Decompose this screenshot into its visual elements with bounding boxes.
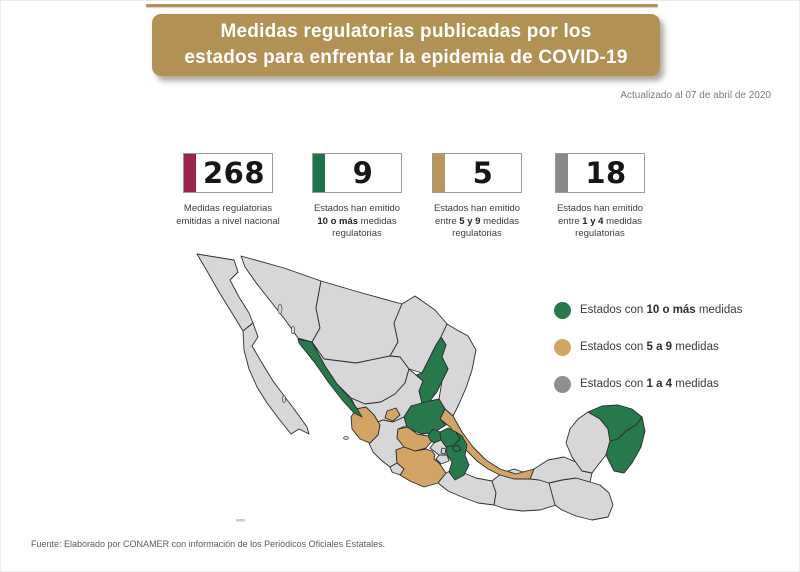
caption-bold-text: 5 a 9 (646, 341, 673, 353)
stat-caption: Estados han emitido 10 o más medidas regul… (272, 203, 442, 241)
stat-caption-line: Estados han emitido (392, 203, 562, 216)
state-morelos (435, 454, 450, 465)
stat-caption-line: emitidas a nivel nacional (143, 216, 313, 229)
legend-label: Estados con 10 o más medidas (580, 304, 742, 316)
caption-text: entre (435, 215, 460, 227)
legend-label: Estados con 1 a 4 medidas (580, 378, 719, 390)
state-guerrero (437, 468, 497, 506)
stat-caption: Estados han emitido entre 1 y 4 medidas re… (515, 203, 685, 241)
caption-text: entre (558, 215, 583, 227)
caption-bold-text: 10 o más (646, 304, 696, 316)
source-note: Fuente: Elaborado por CONAMER con inform… (31, 539, 386, 549)
state-chihuahua (311, 280, 403, 364)
state-quintana-roo (605, 416, 646, 474)
stat-value: 268 (202, 156, 266, 190)
caption-bold-text: 1 a 4 (646, 378, 673, 390)
state-sonora (240, 255, 322, 343)
state-colima (389, 462, 405, 476)
islet-dash (236, 519, 245, 522)
caption-text: regulatorias (452, 228, 502, 239)
stat-value: 9 (352, 156, 374, 190)
stat-caption: Estados han emitido entre 5 y 9 medidas re… (392, 203, 562, 241)
state-sinaloa (297, 338, 363, 418)
state-puebla (445, 431, 470, 481)
caption-bold-text: 1 y 4 (582, 215, 604, 227)
caption-text: medidas (603, 215, 642, 227)
stat-color-bar (556, 154, 568, 192)
stats-row: 268 Medidas regulatorias emitidas a nivel … (1, 153, 799, 248)
caption-text: Estados han emitido (313, 203, 401, 214)
caption-bold-text: 10 o más (317, 215, 359, 227)
legend-item-3: Estados con 1 a 4 medidas (554, 375, 719, 393)
stat-caption-line: Estados han emitido (515, 203, 685, 216)
caption-text: medidas (358, 215, 397, 227)
stat-item-18: 18 Estados han emitido entre 1 y 4 medidas… (515, 153, 685, 241)
stat-caption-line: 10 o más medidas (272, 216, 442, 229)
stat-caption-line: Estados han emitido (272, 203, 442, 216)
caption-text: medidas (480, 215, 519, 227)
caption-bold-text: 5 y 9 (459, 215, 481, 227)
title-banner: Medidas regulatorias publicadas por los … (152, 14, 660, 76)
mexico-map-svg (196, 253, 646, 522)
legend-item-2: Estados con 5 a 9 medidas (554, 338, 719, 356)
legend-label: Estados con 5 a 9 medidas (580, 341, 719, 353)
caption-text: regulatorias (332, 228, 382, 239)
stat-caption-line: regulatorias (272, 228, 442, 241)
caption-text: medidas (695, 304, 743, 316)
state-ciudad-de-méxico (440, 447, 447, 455)
caption-text: emitidas a nivel nacional (176, 215, 280, 227)
stat-caption-line: regulatorias (392, 228, 562, 241)
caption-text: Estados han emitido (556, 203, 644, 214)
stat-caption-line: Medidas regulatorias (143, 203, 313, 216)
stat-item-5: 5 Estados han emitido entre 5 y 9 medidas r… (392, 153, 562, 241)
stat-value: 18 (585, 156, 627, 190)
stat-caption-line: regulatorias (515, 228, 685, 241)
stat-caption-line: entre 1 y 4 medidas (515, 216, 685, 229)
small-island (291, 325, 295, 335)
legend-item-1: Estados con 10 o más medidas (554, 301, 742, 319)
state-baja-california (196, 253, 254, 332)
state-aguascalientes (384, 407, 401, 422)
state-baja-california-sur (242, 322, 310, 435)
stat-value: 5 (472, 156, 494, 190)
caption-text: medidas (672, 378, 719, 390)
small-island (277, 303, 283, 315)
caption-text: regulatorias (575, 228, 625, 239)
stat-value-box: 268 (183, 153, 273, 193)
caption-text: Estados con (580, 378, 647, 390)
page-title-line1: Medidas regulatorias publicadas por los (220, 21, 592, 42)
page-title-line2: estados para enfrentar la epidemia de CO… (184, 47, 628, 68)
legend-color-dot (554, 375, 571, 393)
stat-item-9: 9 Estados han emitido 10 o más medidas regu… (272, 153, 442, 241)
caption-text: medidas (672, 341, 719, 353)
stat-color-bar (433, 154, 445, 192)
caption-text: Estados con (580, 341, 647, 353)
small-island (343, 436, 349, 440)
caption-text: Medidas regulatorias (183, 203, 273, 214)
stat-caption-line: entre 5 y 9 medidas (392, 216, 562, 229)
updated-date: Actualizado al 07 de abril de 2020 (620, 90, 771, 101)
caption-text: Estados han emitido (433, 203, 521, 214)
mexico-map (194, 251, 646, 539)
small-island (282, 395, 286, 403)
stat-value-box: 18 (555, 153, 645, 193)
stat-value-box: 9 (312, 153, 402, 193)
state-nayarit (350, 406, 381, 444)
state-tlaxcala (451, 444, 462, 453)
legend-color-dot (554, 338, 571, 356)
stat-color-bar (313, 154, 325, 192)
state-san-luis-potosí (403, 398, 447, 435)
stat-caption: Medidas regulatorias emitidas a nivel nac… (143, 203, 313, 228)
state-chiapas (548, 477, 614, 521)
stat-item-268: 268 Medidas regulatorias emitidas a nivel … (143, 153, 313, 228)
top-decorative-rule (146, 4, 658, 7)
stat-value-box: 5 (432, 153, 522, 193)
caption-text: Estados con (580, 304, 647, 316)
legend-color-dot (554, 301, 571, 319)
stat-color-bar (184, 154, 196, 192)
page-title: Medidas regulatorias publicadas por los … (184, 19, 627, 71)
